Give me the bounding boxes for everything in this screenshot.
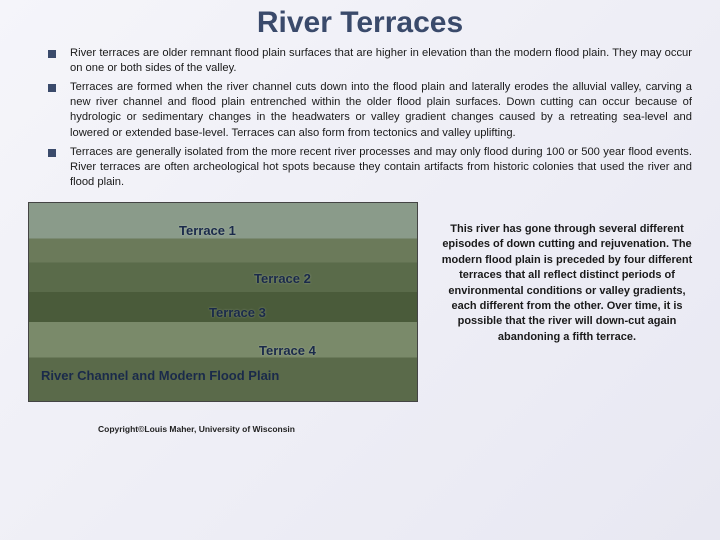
terrace-label-1: Terrace 1: [179, 223, 236, 238]
list-item: Terraces are generally isolated from the…: [48, 145, 692, 190]
list-item: Terraces are formed when the river chann…: [48, 80, 692, 140]
page-title: River Terraces: [0, 0, 720, 46]
bullet-list: River terraces are older remnant flood p…: [0, 46, 720, 190]
bullet-icon: [48, 149, 56, 157]
channel-label: River Channel and Modern Flood Plain: [41, 368, 279, 383]
bullet-text: Terraces are generally isolated from the…: [70, 145, 692, 190]
bullet-text: River terraces are older remnant flood p…: [70, 46, 692, 76]
copyright-text: Copyright©Louis Maher, University of Wis…: [98, 424, 295, 434]
caption-text: This river has gone through several diff…: [436, 202, 698, 434]
lower-section: Terrace 1 Terrace 2 Terrace 3 Terrace 4 …: [0, 194, 720, 434]
terrace-label-2: Terrace 2: [254, 271, 311, 286]
terrace-label-3: Terrace 3: [209, 305, 266, 320]
bullet-text: Terraces are formed when the river chann…: [70, 80, 692, 140]
list-item: River terraces are older remnant flood p…: [48, 46, 692, 76]
photo-container: Terrace 1 Terrace 2 Terrace 3 Terrace 4 …: [28, 202, 418, 434]
bullet-icon: [48, 84, 56, 92]
bullet-icon: [48, 50, 56, 58]
terrace-label-4: Terrace 4: [259, 343, 316, 358]
terrace-photo: Terrace 1 Terrace 2 Terrace 3 Terrace 4 …: [28, 202, 418, 402]
